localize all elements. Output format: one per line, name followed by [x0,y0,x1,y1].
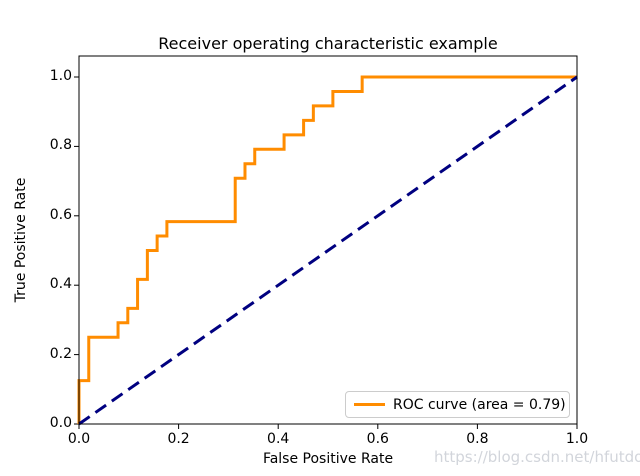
x-tick-label: 0.0 [67,431,91,447]
legend-roc-line-sample [354,403,385,406]
x-tick-label: 1.0 [565,431,589,447]
legend-roc-label: ROC curve (area = 0.79) [393,396,566,413]
axis-tick-marks [74,76,578,429]
legend-box: ROC curve (area = 0.79) [345,391,570,418]
y-tick-label: 0.6 [49,206,72,223]
roc-curve-line [77,75,577,424]
y-tick-label: 0.2 [49,345,72,362]
chart-title: Receiver operating characteristic exampl… [158,34,498,53]
watermark-text: https://blog.csdn.net/hfutdog [434,448,640,466]
y-tick-label: 0.4 [49,276,72,293]
x-tick-label: 0.8 [466,431,489,447]
x-axis-label: False Positive Rate [262,451,394,467]
y-axis-label: True Positive Rate [13,177,29,303]
y-tick-label: 1.0 [49,68,72,84]
y-tick-label: 0.0 [49,415,72,431]
x-tick-label: 0.4 [267,431,290,447]
axes-border [78,55,578,425]
chance-diagonal-line [78,75,578,426]
x-tick-label: 0.6 [366,431,389,447]
x-tick-label: 0.2 [167,431,190,447]
y-tick-label: 0.8 [49,137,72,154]
